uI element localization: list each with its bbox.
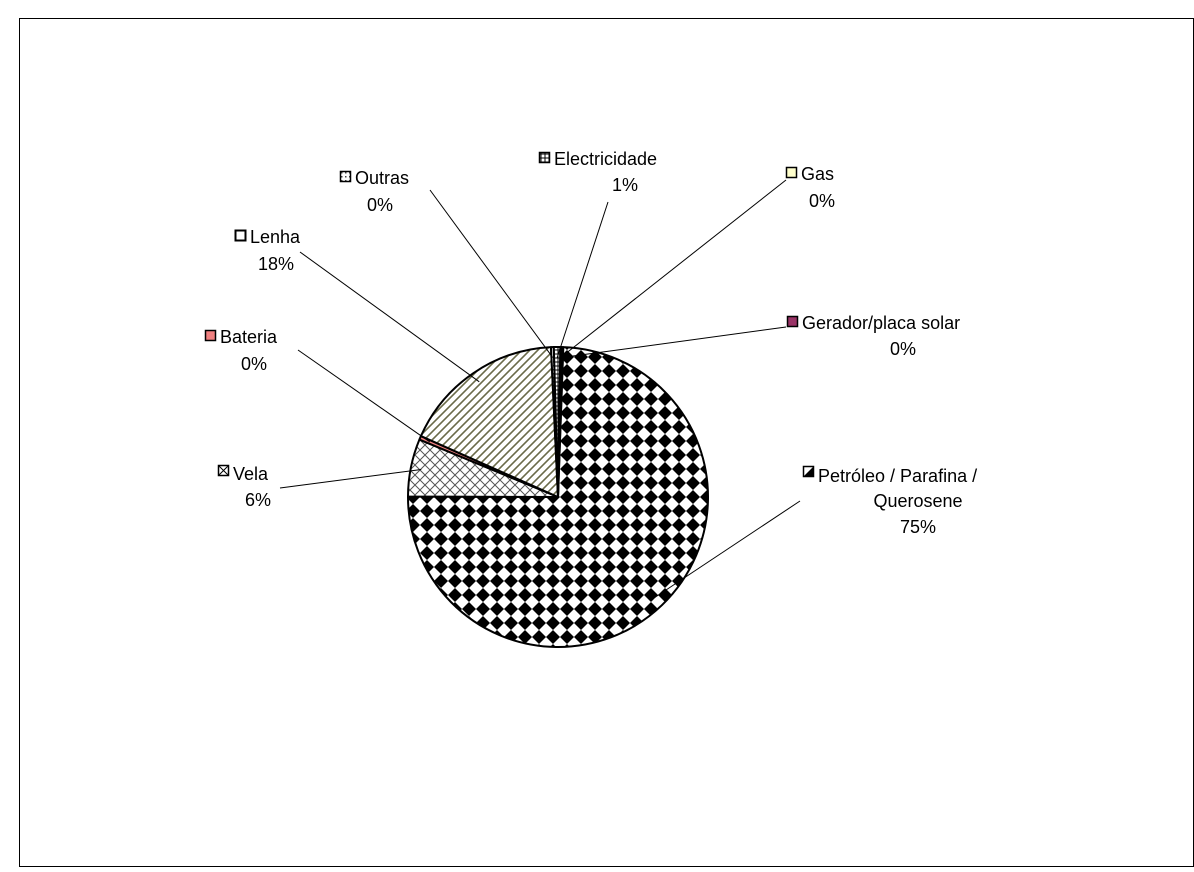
leader-line-vela bbox=[279, 469, 422, 489]
data-label-lenha-pct: 18% bbox=[258, 254, 294, 274]
data-label-gerador-name: Gerador/placa solar bbox=[802, 313, 960, 333]
data-label-petroleo-line1: Petróleo / Parafina / bbox=[818, 466, 977, 486]
legend-swatch-vela bbox=[217, 464, 230, 477]
data-label-electricidade-pct: 1% bbox=[612, 175, 638, 195]
legend-swatch-outras bbox=[339, 170, 352, 183]
data-label-outras-name: Outras bbox=[355, 168, 409, 188]
leader-line-outras bbox=[429, 189, 554, 358]
label-petroleo: Petróleo / Parafina / Querosene 75% bbox=[802, 465, 977, 537]
data-label-electricidade-name: Electricidade bbox=[554, 149, 657, 169]
data-label-vela-pct: 6% bbox=[245, 490, 271, 510]
pie-slices bbox=[407, 346, 709, 648]
data-label-gas-pct: 0% bbox=[809, 191, 835, 211]
label-electricidade: Electricidade 1% bbox=[538, 149, 657, 195]
data-label-lenha-name: Lenha bbox=[250, 227, 301, 247]
label-vela: Vela 6% bbox=[217, 464, 271, 510]
data-label-vela-name: Vela bbox=[233, 464, 269, 484]
leader-line-bateria bbox=[297, 349, 431, 443]
legend-swatch-gas bbox=[785, 166, 798, 179]
legend-swatch-gerador bbox=[786, 315, 799, 328]
data-label-gas-name: Gas bbox=[801, 164, 834, 184]
label-gas: Gas 0% bbox=[785, 164, 835, 211]
pie-slice-gerador bbox=[557, 346, 565, 498]
data-label-outras-pct: 0% bbox=[367, 195, 393, 215]
label-bateria: Bateria 0% bbox=[204, 327, 278, 374]
legend-swatch-bateria bbox=[204, 329, 217, 342]
legend-swatch-electricidade bbox=[538, 151, 551, 164]
legend-swatch-petroleo bbox=[802, 465, 815, 478]
leader-line-electricidade bbox=[556, 201, 609, 358]
data-label-bateria-pct: 0% bbox=[241, 354, 267, 374]
data-label-petroleo-pct: 75% bbox=[900, 517, 936, 537]
label-gerador: Gerador/placa solar 0% bbox=[786, 313, 960, 359]
leader-line-petroleo bbox=[654, 500, 801, 598]
data-label-bateria-name: Bateria bbox=[220, 327, 278, 347]
leader-line-gas bbox=[560, 179, 787, 358]
leader-lines bbox=[279, 179, 801, 598]
data-label-gerador-pct: 0% bbox=[890, 339, 916, 359]
leader-line-gerador bbox=[561, 326, 787, 359]
legend-swatch-lenha bbox=[234, 229, 247, 242]
pie-slice-lenha bbox=[419, 346, 559, 498]
leader-line-lenha bbox=[299, 251, 480, 383]
label-outras: Outras 0% bbox=[339, 168, 409, 215]
data-label-petroleo-line2: Querosene bbox=[873, 491, 962, 511]
label-lenha: Lenha 18% bbox=[234, 227, 301, 274]
